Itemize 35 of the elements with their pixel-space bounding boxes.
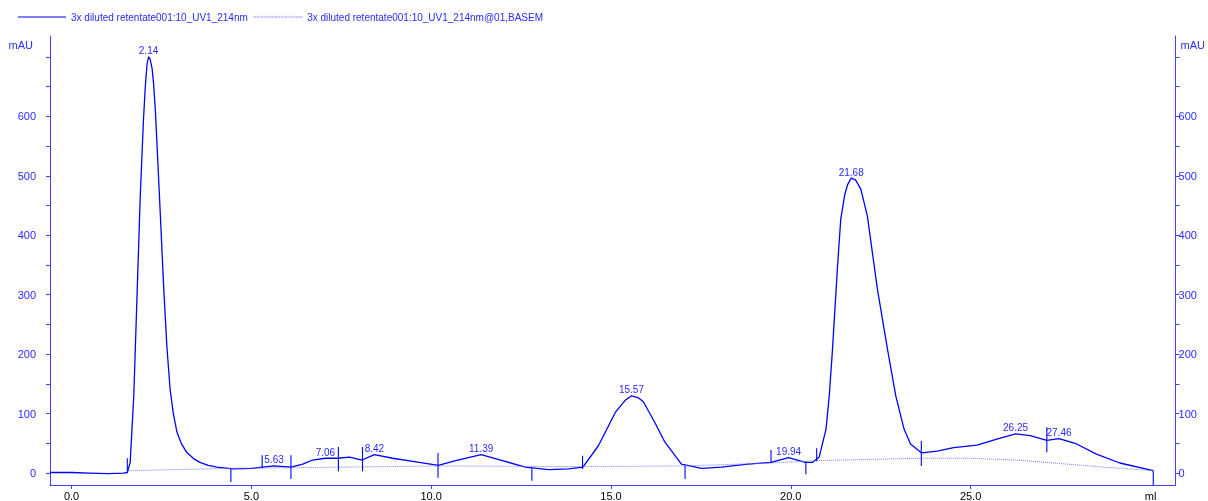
x-tick-label: 10.0 [420,489,442,501]
y-tick-label: 600 [17,110,36,123]
annotation: 15.57 [618,384,645,396]
annotation: 7.06 [315,446,336,458]
y2-tick-label: 600 [1178,110,1197,123]
y2-tick-label: 0 [1178,467,1185,480]
y2-tick-label: 400 [1178,229,1197,242]
x-tick-label: 15.0 [600,489,622,501]
annotation: 11.39 [469,443,494,455]
annotation: 21.68 [838,166,865,178]
annotation: 27.46 [1046,427,1072,439]
x-tick-label: 0.0 [63,489,80,501]
x-tick-label: 5.0 [243,489,260,501]
x-tick-label: 20.0 [780,489,802,501]
annotation: 19.94 [776,446,802,458]
annotation: 26.25 [1003,422,1029,434]
y-tick-label: 0 [29,467,36,480]
annotation: 5.63 [264,454,285,466]
annotation: 2.14 [138,45,159,57]
y2-tick-label: 300 [1178,288,1197,301]
y-tick-label: 400 [17,229,36,242]
legend-label: 3x diluted retentate001:10_UV1_214nm@01,BASEM [307,11,544,23]
x-axis-title: ml [1144,489,1157,501]
y-tick-label: 300 [17,288,36,301]
y-tick-label: 200 [17,348,36,361]
y2-tick-label: 500 [1178,169,1197,182]
y2-axis-title: mAU [1180,39,1206,51]
y2-tick-label: 200 [1178,348,1197,361]
annotation: 8.42 [364,443,385,455]
y-axis-title: mAU [8,39,34,51]
y-tick-label: 100 [17,407,36,420]
y-tick-label: 500 [17,169,36,182]
x-tick-label: 25.0 [959,489,982,501]
legend-label: 3x diluted retentate001:10_UV1_214nm [71,11,248,23]
y2-tick-label: 100 [1178,407,1197,420]
